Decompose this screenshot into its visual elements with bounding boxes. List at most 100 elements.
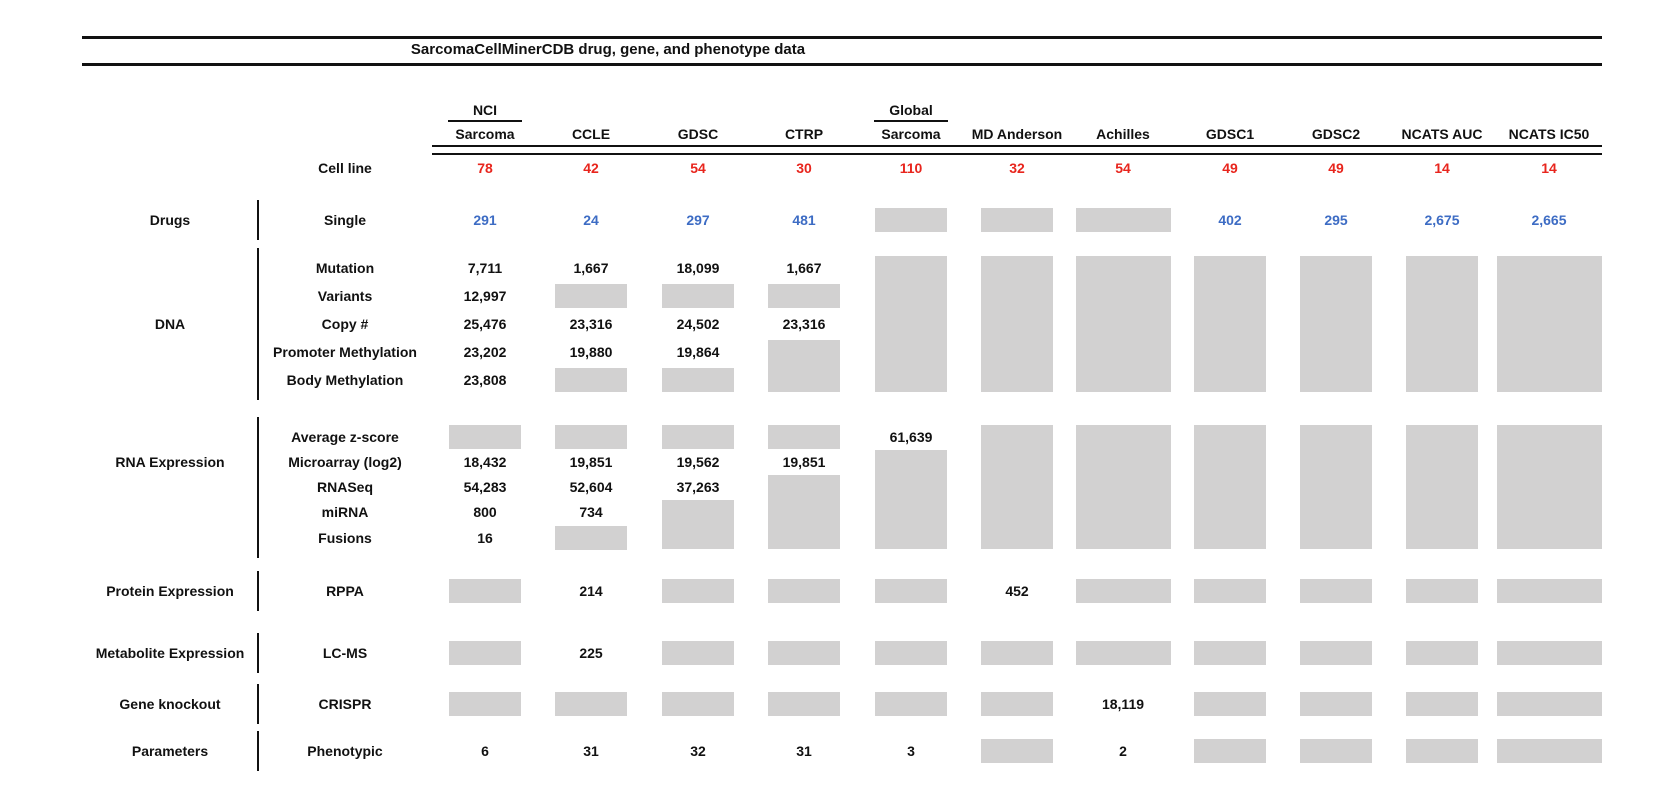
value-cell: 2,665: [1531, 212, 1567, 228]
missing-data-box: [1300, 256, 1372, 392]
missing-data-box: [768, 284, 840, 308]
value-cell: 291: [473, 212, 497, 228]
value-cell: 734: [579, 504, 603, 520]
value-cell: 52,604: [569, 479, 613, 495]
value-cell: 23,316: [569, 316, 613, 332]
category-label: Drugs: [149, 212, 191, 228]
column-header: CCLE: [571, 126, 611, 142]
value-cell: 37,263: [676, 479, 720, 495]
value-cell: 31: [796, 743, 812, 759]
missing-data-box: [1496, 256, 1602, 392]
column-header: GDSC2: [1311, 126, 1361, 142]
missing-data-box: [662, 368, 734, 392]
value-cell: 1,667: [573, 260, 609, 276]
value-cell: 32: [690, 743, 706, 759]
missing-data-box: [875, 450, 947, 549]
missing-data-box: [1300, 425, 1372, 549]
missing-data-box: [449, 579, 521, 603]
missing-data-box: [662, 500, 734, 549]
missing-data-box: [1194, 579, 1266, 603]
missing-data-box: [1300, 579, 1372, 603]
column-header: Sarcoma: [455, 126, 515, 142]
category-label: Parameters: [131, 743, 209, 759]
missing-data-box: [662, 579, 734, 603]
category-label: Protein Expression: [106, 583, 234, 599]
cell-line-count: 32: [1009, 160, 1025, 176]
column-header: Achilles: [1096, 126, 1150, 142]
value-cell: 1,667: [786, 260, 822, 276]
missing-data-box: [768, 579, 840, 603]
missing-data-box: [981, 692, 1053, 716]
missing-data-box: [1496, 692, 1602, 716]
value-cell: 18,119: [1101, 696, 1145, 712]
missing-data-box: [875, 208, 947, 232]
missing-data-box: [875, 641, 947, 665]
missing-data-box: [875, 692, 947, 716]
value-cell: 16: [477, 530, 493, 546]
missing-data-box: [1406, 425, 1478, 549]
value-cell: 18,432: [463, 454, 507, 470]
value-cell: 31: [583, 743, 599, 759]
row-label: Promoter Methylation: [273, 344, 417, 360]
missing-data-box: [449, 692, 521, 716]
value-cell: 18,099: [676, 260, 720, 276]
missing-data-box: [662, 284, 734, 308]
missing-data-box: [1194, 641, 1266, 665]
row-label: Variants: [317, 288, 373, 304]
missing-data-box: [1194, 692, 1266, 716]
value-cell: 19,562: [676, 454, 720, 470]
missing-data-box: [555, 425, 627, 449]
missing-data-box: [1406, 641, 1478, 665]
cell-line-count: 54: [690, 160, 706, 176]
cell-line-label: Cell line: [318, 160, 372, 176]
value-cell: 297: [686, 212, 710, 228]
missing-data-box: [768, 692, 840, 716]
cell-line-count: 110: [899, 160, 923, 176]
value-cell: 402: [1218, 212, 1242, 228]
column-header-underline: [874, 120, 948, 122]
value-cell: 19,880: [569, 344, 613, 360]
value-cell: 24,502: [676, 316, 720, 332]
value-cell: 19,851: [569, 454, 613, 470]
value-cell: 225: [579, 645, 603, 661]
missing-data-box: [662, 425, 734, 449]
missing-data-box: [1496, 739, 1602, 763]
section-divider: [257, 200, 259, 240]
column-header: GDSC1: [1205, 126, 1255, 142]
category-label: Metabolite Expression: [95, 645, 245, 661]
missing-data-box: [768, 340, 840, 392]
row-label: Fusions: [318, 530, 372, 546]
row-label: miRNA: [321, 504, 369, 520]
column-header-top: NCI: [472, 102, 498, 118]
missing-data-box: [1075, 641, 1171, 665]
missing-data-box: [981, 208, 1053, 232]
figure-title: SarcomaCellMinerCDB drug, gene, and phen…: [410, 41, 806, 58]
section-divider: [257, 571, 259, 611]
value-cell: 481: [792, 212, 816, 228]
missing-data-box: [555, 526, 627, 550]
value-cell: 25,476: [463, 316, 507, 332]
missing-data-box: [1496, 425, 1602, 549]
cell-line-count: 30: [796, 160, 812, 176]
row-label: Copy #: [321, 316, 369, 332]
value-cell: 54,283: [463, 479, 507, 495]
missing-data-box: [1300, 692, 1372, 716]
missing-data-box: [981, 739, 1053, 763]
missing-data-box: [981, 256, 1053, 392]
row-label: Microarray (log2): [288, 454, 402, 470]
missing-data-box: [981, 641, 1053, 665]
value-cell: 452: [1005, 583, 1029, 599]
header-double-rule: [432, 145, 1602, 155]
missing-data-box: [449, 641, 521, 665]
value-cell: 23,808: [463, 372, 507, 388]
section-divider: [257, 633, 259, 673]
missing-data-box: [1194, 739, 1266, 763]
section-divider: [257, 417, 259, 558]
title-rule-bottom: [82, 63, 1602, 66]
cell-line-count: 42: [583, 160, 599, 176]
column-header: CTRP: [784, 126, 824, 142]
missing-data-box: [1406, 256, 1478, 392]
value-cell: 23,202: [463, 344, 507, 360]
value-cell: 19,864: [676, 344, 720, 360]
value-cell: 2,675: [1424, 212, 1460, 228]
